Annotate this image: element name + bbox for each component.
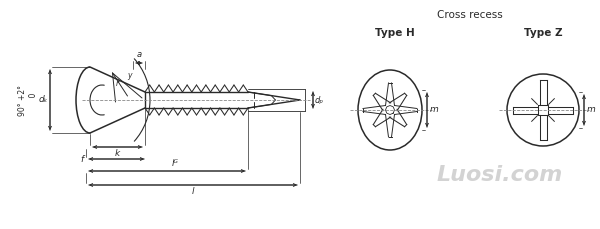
Text: dₚ: dₚ	[315, 95, 324, 104]
Text: Type H: Type H	[375, 28, 415, 38]
Text: Cross recess: Cross recess	[437, 10, 503, 20]
Text: 90° +2°
    0: 90° +2° 0	[18, 85, 38, 115]
Text: m: m	[587, 106, 596, 114]
Text: dₖ: dₖ	[38, 95, 48, 104]
Text: lᴳ: lᴳ	[172, 159, 178, 168]
Text: k: k	[115, 149, 120, 158]
Text: Luosi.com: Luosi.com	[437, 165, 563, 185]
Text: l: l	[192, 187, 194, 196]
Text: a: a	[136, 50, 142, 59]
Text: m: m	[430, 106, 439, 114]
Text: f: f	[81, 155, 84, 164]
Text: y: y	[127, 71, 131, 79]
Text: Type Z: Type Z	[524, 28, 562, 38]
Text: rᴵ: rᴵ	[116, 79, 121, 87]
